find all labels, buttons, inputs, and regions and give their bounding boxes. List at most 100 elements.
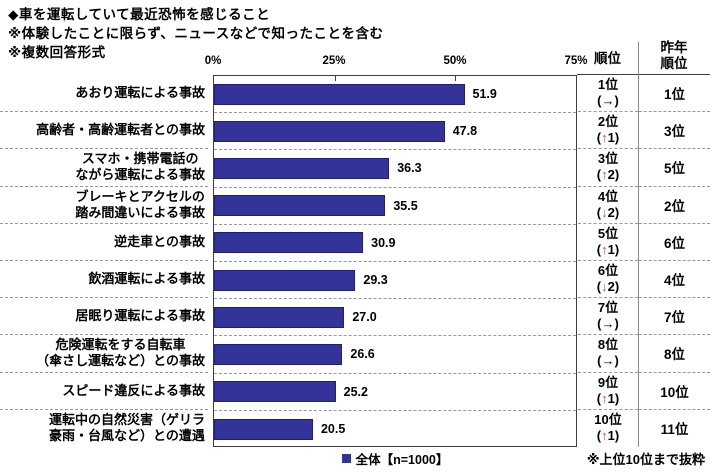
category-row: 居眠り運転による事故 bbox=[0, 298, 208, 336]
trend-up-arrow-icon: ↑ bbox=[601, 241, 608, 257]
trend-down-arrow-icon: ↓ bbox=[601, 204, 608, 220]
category-label-line: ながら運転による事故 bbox=[75, 167, 205, 183]
rank-column: 1位 (→) 2位 (↑1) 3位 (↑2) 4位 (↓2) 5位 (↑1) 6位 (↓2) 7位 (→)… bbox=[578, 75, 638, 447]
paren-open: ( bbox=[596, 130, 602, 146]
rank-value: 2位 bbox=[597, 114, 619, 130]
category-row: 高齢者・高齢運転者との事故 bbox=[0, 112, 208, 150]
category-row: ブレーキとアクセルの 踏み間違いによる事故 bbox=[0, 187, 208, 224]
legend-label: 全体【n=1000】 bbox=[355, 453, 449, 467]
category-row: あおり運転による事故 bbox=[0, 75, 208, 113]
rank-change-amount: 1 bbox=[607, 390, 615, 406]
bar-row: 26.6 bbox=[214, 336, 576, 374]
trend-same-arrow-icon: → bbox=[601, 93, 615, 109]
rank-change-amount: 2 bbox=[607, 279, 615, 295]
x-axis-tick-75: 75% bbox=[564, 55, 588, 67]
rank-value: 4位 bbox=[597, 188, 619, 204]
lastyear-column: 1位 3位 5位 2位 6位 4位 7位 8位 10位 11位 bbox=[639, 75, 710, 447]
category-label-line: ブレーキとアクセルの bbox=[75, 188, 205, 204]
paren-close: ) bbox=[614, 130, 620, 146]
trend-down-arrow-icon: ↓ bbox=[601, 279, 608, 295]
lastyear-rank-value: 4位 bbox=[639, 261, 710, 299]
rank-column-header: 順位 bbox=[594, 51, 621, 66]
title-block: ◆車を運転していて最近恐怖を感じること ※体験したことに限らず、ニュースなどで知… bbox=[8, 5, 383, 62]
rank-cell: 1位 (→) bbox=[578, 75, 638, 113]
rank-value: 8位 bbox=[597, 337, 619, 353]
rank-cell: 3位 (↑2) bbox=[578, 149, 638, 187]
category-label: 高齢者・高齢運転者との事故 bbox=[36, 122, 205, 138]
chart-note-1: ※体験したことに限らず、ニュースなどで知ったことを含む bbox=[8, 26, 384, 41]
rank-change: (↓2) bbox=[597, 279, 619, 295]
category-labels-column: あおり運転による事故高齢者・高齢運転者との事故スマホ・携帯電話の ながら運転による… bbox=[0, 75, 208, 447]
bar bbox=[214, 120, 445, 142]
rank-value: 5位 bbox=[597, 225, 619, 241]
category-row: 危険運転をする自転車 （傘さし運転など）との事故 bbox=[0, 335, 208, 373]
bar-row: 25.2 bbox=[214, 374, 576, 411]
rank-value: 1位 bbox=[597, 77, 619, 93]
category-label: スマホ・携帯電話の ながら運転による事故 bbox=[75, 151, 205, 183]
paren-close: ) bbox=[614, 167, 620, 183]
category-label-line: 高齢者・高齢運転者との事故 bbox=[36, 122, 205, 138]
bar-value-label: 51.9 bbox=[472, 87, 497, 102]
trend-same-arrow-icon: → bbox=[601, 353, 615, 369]
category-label-line: 居眠り運転による事故 bbox=[75, 308, 205, 324]
rank-change: (→) bbox=[597, 93, 619, 109]
paren-open: ( bbox=[597, 93, 602, 109]
lastyear-rank-value: 8位 bbox=[639, 335, 710, 373]
paren-close: ) bbox=[614, 93, 619, 109]
bar-row: 20.5 bbox=[214, 411, 576, 448]
bar-row: 51.9 bbox=[214, 76, 576, 114]
paren-close: ) bbox=[614, 316, 619, 332]
bar bbox=[214, 232, 364, 254]
rank-change: (→) bbox=[597, 316, 619, 332]
bar bbox=[214, 195, 386, 217]
category-label: ブレーキとアクセルの 踏み間違いによる事故 bbox=[75, 189, 205, 221]
paren-open: ( bbox=[596, 241, 602, 257]
category-label-line: 飲酒運転による事故 bbox=[88, 271, 205, 287]
trend-up-arrow-icon: ↑ bbox=[601, 428, 608, 444]
paren-close: ) bbox=[614, 353, 619, 369]
rank-value: 7位 bbox=[597, 300, 619, 316]
trend-same-arrow-icon: → bbox=[601, 316, 615, 332]
category-label: 居眠り運転による事故 bbox=[75, 308, 205, 324]
bar-value-label: 36.3 bbox=[397, 161, 422, 176]
rank-change-amount: 1 bbox=[607, 130, 615, 146]
bar-value-label: 29.3 bbox=[363, 273, 388, 288]
paren-close: ) bbox=[614, 241, 620, 257]
x-axis-tick-25: 25% bbox=[322, 55, 346, 67]
bar-value-label: 20.5 bbox=[320, 422, 346, 437]
footnote: ※上位10位まで抜粋 bbox=[586, 452, 705, 467]
rank-columns-divider bbox=[638, 42, 639, 447]
rank-change-amount: 2 bbox=[607, 204, 615, 220]
bar-value-label: 27.0 bbox=[352, 310, 377, 325]
lastyear-rank-value: 6位 bbox=[639, 224, 710, 261]
rank-cell: 9位 (↑1) bbox=[578, 373, 638, 410]
rank-change: (→) bbox=[597, 353, 619, 369]
category-row: 運転中の自然災害（ゲリラ 豪雨・台風など）との遭遇 bbox=[0, 410, 208, 447]
category-label-line: 逆走車との事故 bbox=[114, 233, 205, 249]
chart-note-2: ※複数回答形式 bbox=[8, 45, 106, 60]
category-row: 逆走車との事故 bbox=[0, 224, 208, 261]
lastyear-column-header: 昨年 順位 bbox=[660, 40, 688, 71]
rank-cell: 5位 (↑1) bbox=[578, 224, 638, 261]
bar-value-label: 47.8 bbox=[452, 124, 478, 139]
paren-open: ( bbox=[596, 390, 602, 406]
bar bbox=[214, 418, 313, 440]
paren-open: ( bbox=[596, 167, 602, 183]
bar bbox=[214, 343, 343, 365]
rank-cell: 8位 (→) bbox=[578, 335, 638, 373]
category-label-line: スピード違反による事故 bbox=[62, 382, 205, 398]
category-label-line: 踏み間違いによる事故 bbox=[75, 204, 205, 220]
rank-change: (↑2) bbox=[597, 167, 619, 183]
category-row: スピード違反による事故 bbox=[0, 373, 208, 410]
x-axis-tick-0: 0% bbox=[204, 55, 222, 67]
category-label: 逆走車との事故 bbox=[114, 234, 205, 250]
rank-cell: 2位 (↑1) bbox=[578, 112, 638, 150]
paren-close: ) bbox=[614, 428, 620, 444]
rank-value: 6位 bbox=[597, 263, 619, 279]
bar-row: 36.3 bbox=[214, 150, 576, 188]
paren-open: ( bbox=[596, 204, 602, 220]
paren-close: ) bbox=[614, 390, 620, 406]
category-label-line: 危険運転をする自転車 bbox=[55, 337, 186, 353]
bar-row: 29.3 bbox=[214, 262, 576, 300]
bar-row: 30.9 bbox=[214, 225, 576, 262]
